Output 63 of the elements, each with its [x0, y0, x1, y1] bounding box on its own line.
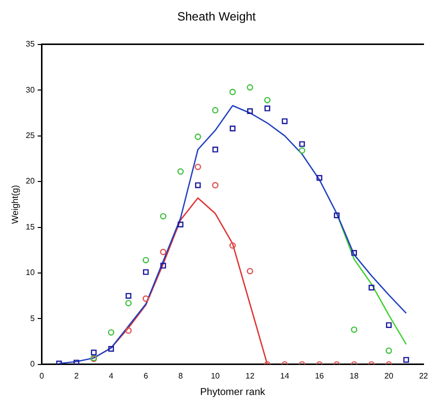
- point: [230, 126, 236, 132]
- y-tick-label: 20: [26, 176, 36, 186]
- point: [126, 292, 132, 299]
- point: [368, 284, 374, 290]
- point: [212, 182, 218, 188]
- y-tick-label: 25: [26, 131, 36, 140]
- point: [195, 182, 201, 188]
- point: [403, 356, 410, 363]
- point: [282, 118, 288, 124]
- point: [194, 134, 202, 140]
- point: [108, 346, 114, 352]
- chart-title: Sheath Weight: [177, 10, 256, 24]
- x-tick-label: 16: [314, 371, 324, 380]
- x-tick-label: 6: [144, 371, 149, 380]
- point: [90, 350, 97, 356]
- point: [386, 347, 392, 354]
- point: [246, 84, 254, 91]
- point: [350, 326, 358, 333]
- point: [351, 250, 357, 256]
- x-tick-label: 22: [419, 371, 429, 380]
- y-tick-label: 5: [30, 314, 36, 323]
- point: [229, 242, 236, 249]
- point: [246, 268, 254, 274]
- point: [194, 164, 202, 170]
- point: [108, 329, 114, 336]
- x-tick-label: 12: [246, 371, 255, 380]
- point: [74, 360, 80, 364]
- point: [177, 168, 184, 175]
- point: [247, 108, 253, 114]
- point: [298, 147, 306, 154]
- y-tick-label: 35: [26, 40, 36, 49]
- x-tick-label: 8: [178, 371, 184, 380]
- point: [316, 175, 322, 181]
- y-tick-label: 30: [26, 85, 36, 94]
- point: [212, 107, 218, 114]
- point: [178, 222, 184, 228]
- point: [212, 146, 218, 152]
- point: [125, 300, 132, 306]
- x-tick-label: 4: [108, 371, 114, 380]
- point: [299, 141, 305, 147]
- x-tick-label: 14: [280, 371, 290, 380]
- point: [125, 327, 132, 334]
- x-tick-label: 10: [210, 371, 220, 380]
- point: [334, 212, 340, 218]
- point: [229, 88, 236, 96]
- x-tick-label: 0: [39, 371, 44, 380]
- y-axis-title: Weight(g): [10, 184, 20, 224]
- point: [264, 96, 271, 104]
- point: [142, 256, 150, 264]
- x-axis-title: Phytomer rank: [200, 386, 266, 398]
- y-tick-label: 15: [26, 222, 36, 232]
- x-tick-label: 2: [74, 371, 80, 380]
- point: [142, 269, 149, 275]
- point: [160, 262, 166, 269]
- point: [142, 295, 150, 302]
- point: [386, 322, 392, 328]
- x-tick-label: 18: [350, 371, 360, 380]
- x-tick-label: 20: [384, 371, 394, 380]
- point: [264, 106, 270, 112]
- point: [160, 248, 166, 256]
- y-tick-label: 10: [26, 268, 36, 278]
- y-tick-label: 0: [30, 360, 36, 369]
- point: [160, 213, 166, 220]
